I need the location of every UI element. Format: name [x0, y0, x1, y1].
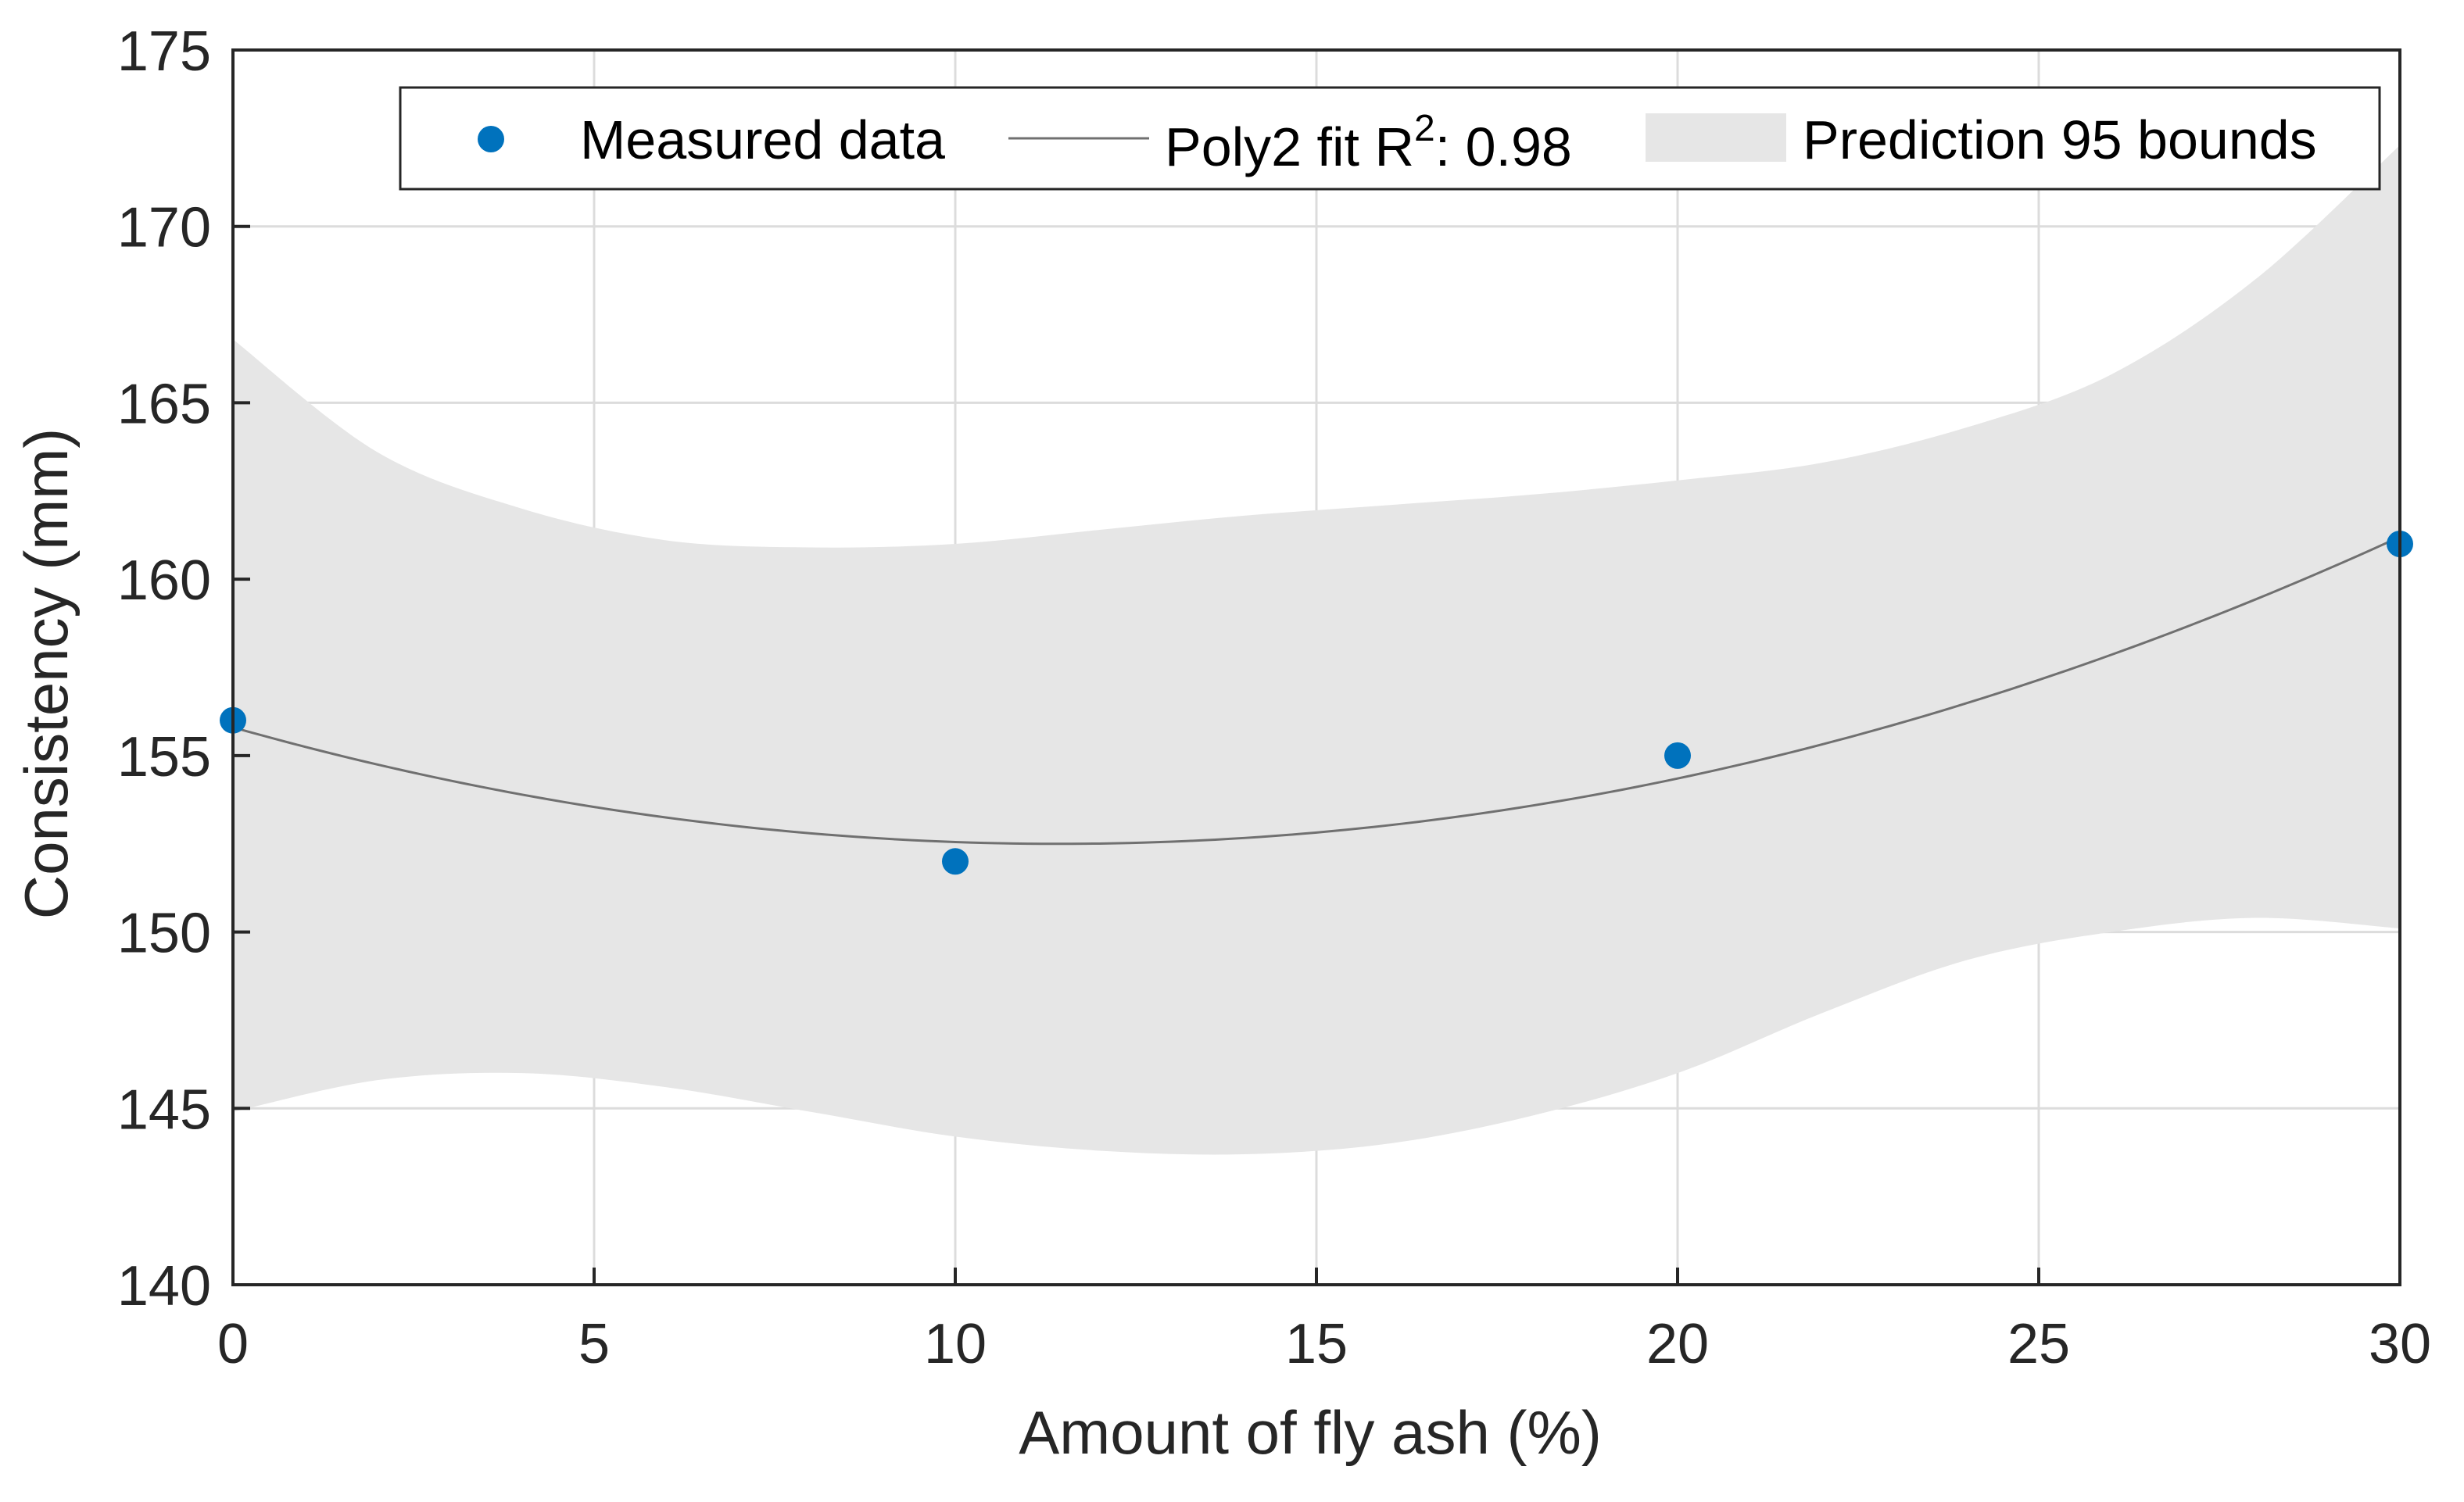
- legend-box: [399, 86, 2381, 191]
- legend-fit-label-suffix: : 0.98: [1435, 116, 1572, 177]
- legend-fit-label-sup: 2: [1414, 108, 1435, 149]
- legend-band-label: Prediction 95 bounds: [1803, 109, 2317, 170]
- y-tick-label: 150: [117, 903, 211, 965]
- x-tick-label: 5: [578, 1313, 610, 1375]
- x-tick-label: 15: [1285, 1313, 1348, 1375]
- fit-line-layer: [232, 535, 2401, 846]
- legend-measured-label: Measured data: [580, 109, 945, 170]
- measured-points-layer: [220, 531, 2413, 875]
- y-axis-ticks: 140 145 150 155 160 165 170 175: [117, 20, 250, 1318]
- legend-fit-label-prefix: Poly2 fit R: [1165, 116, 1414, 177]
- y-tick-label: 170: [117, 197, 211, 259]
- data-point: [1664, 742, 1691, 769]
- x-tick-label: 20: [1646, 1313, 1709, 1375]
- y-axis-label: Consistency (mm): [12, 428, 81, 919]
- y-tick-label: 165: [117, 373, 211, 435]
- fit-line: [232, 535, 2401, 846]
- x-axis-ticks: 0 5 10 15 20 25 30: [217, 1268, 2431, 1375]
- legend-measured-marker: [478, 126, 504, 152]
- prediction-band: [233, 145, 2400, 1155]
- y-tick-label: 155: [117, 726, 211, 789]
- x-axis-label: Amount of fly ash (%): [1019, 1398, 1602, 1467]
- x-tick-label: 30: [2369, 1313, 2431, 1375]
- y-tick-label: 145: [117, 1078, 211, 1141]
- y-tick-label: 175: [117, 20, 211, 83]
- x-tick-label: 10: [924, 1313, 987, 1375]
- y-tick-label: 160: [117, 549, 211, 612]
- x-tick-label: 0: [217, 1313, 249, 1375]
- legend: Measured data Poly2 fit R2: 0.98 Predict…: [399, 86, 2381, 191]
- data-point: [942, 848, 969, 875]
- prediction-band-layer: [233, 145, 2400, 1155]
- x-tick-label: 25: [2007, 1313, 2070, 1375]
- legend-band-swatch: [1646, 113, 1786, 162]
- y-tick-label: 140: [117, 1255, 211, 1318]
- legend-fit-label: Poly2 fit R2: 0.98: [1165, 108, 1572, 177]
